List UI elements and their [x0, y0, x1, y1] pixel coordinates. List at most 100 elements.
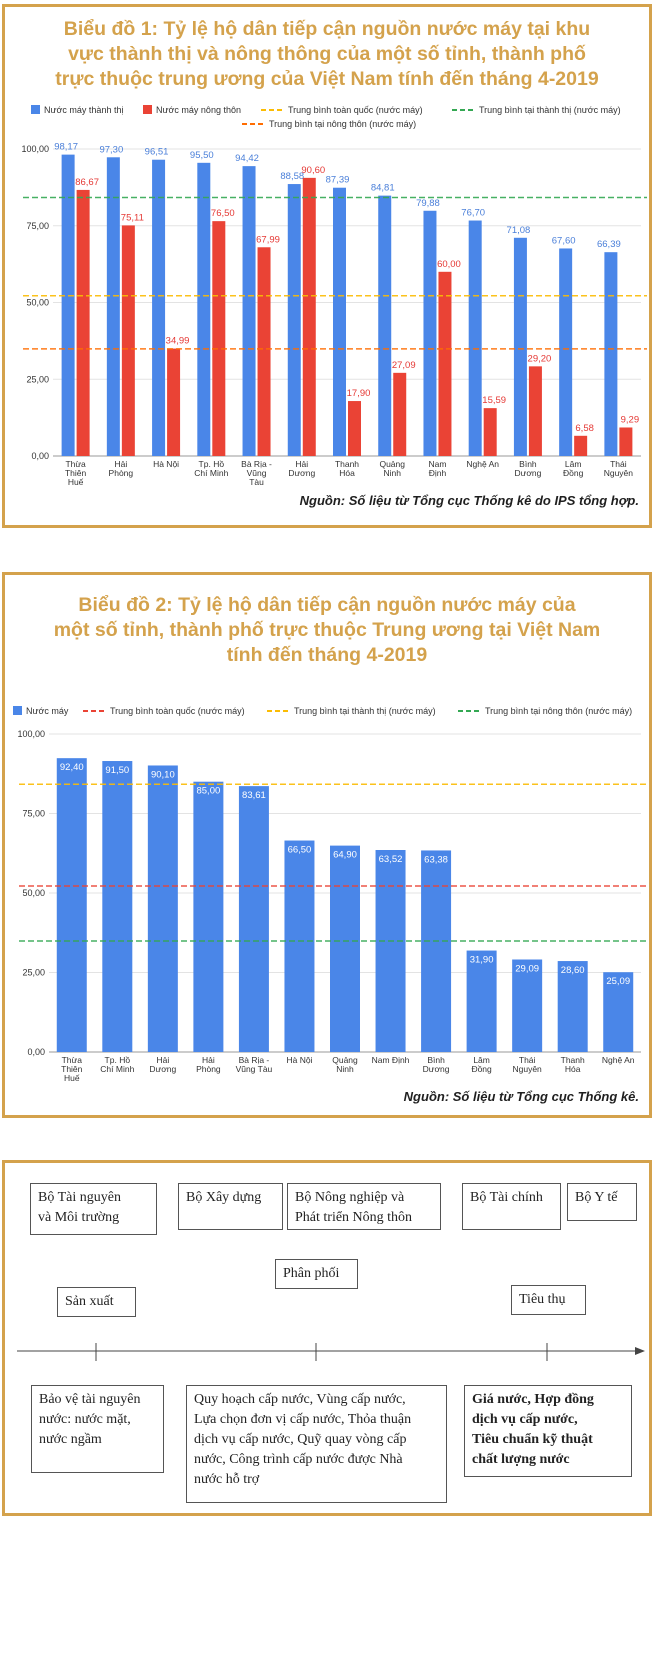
legend-label: Nước máy nông thôn	[156, 105, 241, 115]
bar	[513, 237, 527, 456]
x-tick-label: Chí Minh	[194, 468, 228, 478]
bar	[604, 252, 618, 456]
ministry-line: Bộ Tài chính	[470, 1190, 543, 1205]
data-label: 98,17	[54, 142, 78, 153]
data-label: 27,09	[392, 360, 416, 371]
legend-swatch	[13, 706, 22, 715]
x-tick-label: Đồng	[471, 1064, 492, 1074]
responsibility-diagram: Bộ Tài nguyên và Môi trường Bộ Xây dựng …	[2, 1160, 652, 1516]
legend-label: Nước máy	[26, 706, 69, 716]
bar	[147, 765, 178, 1052]
bar	[468, 220, 482, 456]
timeline	[17, 1343, 645, 1361]
x-tick-label: Quảng	[379, 459, 405, 469]
detail-line: chất lượng nước	[472, 1452, 570, 1467]
y-tick-label: 100,00	[21, 144, 49, 154]
x-tick-label: Dương	[288, 468, 315, 478]
bar	[375, 850, 406, 1052]
x-tick-label: Chí Minh	[100, 1064, 134, 1074]
x-tick-label: Thiên	[65, 468, 87, 478]
bar	[193, 781, 224, 1052]
data-label: 83,61	[242, 790, 266, 801]
x-tick-label: Vũng Tàu	[236, 1064, 273, 1074]
bar	[423, 210, 437, 456]
bar	[287, 184, 301, 457]
x-tick-label: Thái	[519, 1055, 536, 1065]
chart1-source: Nguồn: Số liệu từ Tổng cục Thống kê do I…	[299, 493, 639, 508]
ministry-line: Bộ Nông nghiệp và	[295, 1190, 405, 1205]
data-label: 67,99	[256, 234, 280, 245]
bar	[378, 195, 392, 456]
data-label: 66,39	[597, 239, 621, 250]
x-tick-label: Ninh	[383, 468, 401, 478]
x-tick-label: Nghệ An	[602, 1055, 635, 1065]
legend-label: Trung bình toàn quốc (nước máy)	[110, 706, 245, 716]
x-tick-label: Lâm	[473, 1055, 490, 1065]
y-tick-label: 25,00	[26, 374, 49, 384]
detail-line: Quy hoạch cấp nước, Vùng cấp nước,	[194, 1392, 406, 1407]
data-label: 75,11	[121, 212, 144, 223]
chart2-panel: Biểu đồ 2: Tỷ lệ hộ dân tiếp cận nguồn n…	[2, 572, 652, 1118]
y-tick-label: 75,00	[26, 221, 49, 231]
bar	[212, 221, 226, 456]
chart2-source: Nguồn: Số liệu từ Tổng cục Thống kê.	[403, 1089, 639, 1104]
bar	[438, 271, 452, 456]
x-tick-label: Hải	[156, 1055, 169, 1065]
x-tick-label: Huế	[68, 477, 84, 487]
x-tick-label: Thanh	[335, 459, 359, 469]
chart2-plot: Nước máy Trung bình toàn quốc (nước máy) T…	[13, 706, 647, 1083]
y-tick-label: 50,00	[26, 298, 49, 308]
chart1-title-line: Biểu đồ 1: Tỷ lệ hộ dân tiếp cận nguồn n…	[63, 18, 591, 40]
legend-swatch	[143, 105, 152, 114]
x-tick-label: Hóa	[565, 1064, 581, 1074]
x-tick-label: Thừa	[65, 459, 86, 469]
data-label: 86,67	[75, 177, 99, 188]
data-label: 79,88	[416, 198, 440, 209]
x-tick-label: Hà Nội	[153, 459, 179, 469]
legend-label: Trung bình tại nông thôn (nước máy)	[485, 706, 632, 716]
data-label: 91,50	[105, 765, 129, 776]
data-label: 90,60	[301, 165, 325, 176]
ministry-line: Bộ Tài nguyên	[38, 1190, 121, 1205]
detail-line: Bảo vệ tài nguyên	[39, 1392, 141, 1407]
legend-label: Nước máy thành thị	[44, 105, 123, 115]
x-tick-label: Quảng	[332, 1055, 358, 1065]
detail-box: Bảo vệ tài nguyên nước: nước mặt, nước n…	[31, 1385, 164, 1473]
x-tick-label: Dương	[149, 1064, 176, 1074]
x-tick-label: Đồng	[563, 468, 584, 478]
y-tick-label: 0,00	[27, 1047, 45, 1057]
detail-line: dịch vụ cấp nước,	[472, 1412, 578, 1427]
x-tick-label: Thái	[610, 459, 627, 469]
data-label: 76,70	[461, 208, 485, 219]
y-tick-label: 25,00	[22, 968, 45, 978]
bar	[76, 189, 90, 456]
bar	[242, 166, 256, 456]
bar	[333, 187, 346, 456]
detail-line: nước, Công trình cấp nước được Nhà	[194, 1452, 403, 1467]
data-label: 9,29	[621, 414, 640, 425]
x-tick-label: Huế	[64, 1073, 80, 1083]
chart2-title: Biểu đồ 2: Tỷ lệ hộ dân tiếp cận nguồn n…	[5, 593, 649, 668]
x-tick-label: Định	[429, 468, 447, 478]
legend-swatch	[31, 105, 40, 114]
bar	[257, 247, 271, 456]
bar	[121, 225, 135, 456]
y-tick-label: 100,00	[17, 729, 45, 739]
x-tick-label: Bình	[519, 459, 537, 469]
data-label: 76,50	[211, 208, 235, 219]
legend-label: Trung bình tại thành thị (nước máy)	[294, 706, 436, 716]
data-label: 34,99	[166, 336, 190, 347]
bar	[284, 840, 315, 1052]
y-tick-label: 75,00	[22, 809, 45, 819]
x-tick-label: Bà Rịa -	[241, 459, 272, 469]
x-tick-label: Dương	[423, 1064, 450, 1074]
data-label: 67,60	[552, 235, 576, 246]
data-label: 63,52	[379, 854, 403, 865]
chart2-title-line: một số tỉnh, thành phố trực thuộc Trung …	[53, 619, 601, 641]
bar	[61, 154, 75, 456]
detail-box: Giá nước, Hợp đồng dịch vụ cấp nước, Tiê…	[464, 1385, 632, 1477]
data-label: 25,09	[606, 976, 630, 987]
x-tick-label: Nguyên	[604, 468, 634, 478]
bar	[619, 427, 633, 456]
bar	[574, 435, 588, 456]
